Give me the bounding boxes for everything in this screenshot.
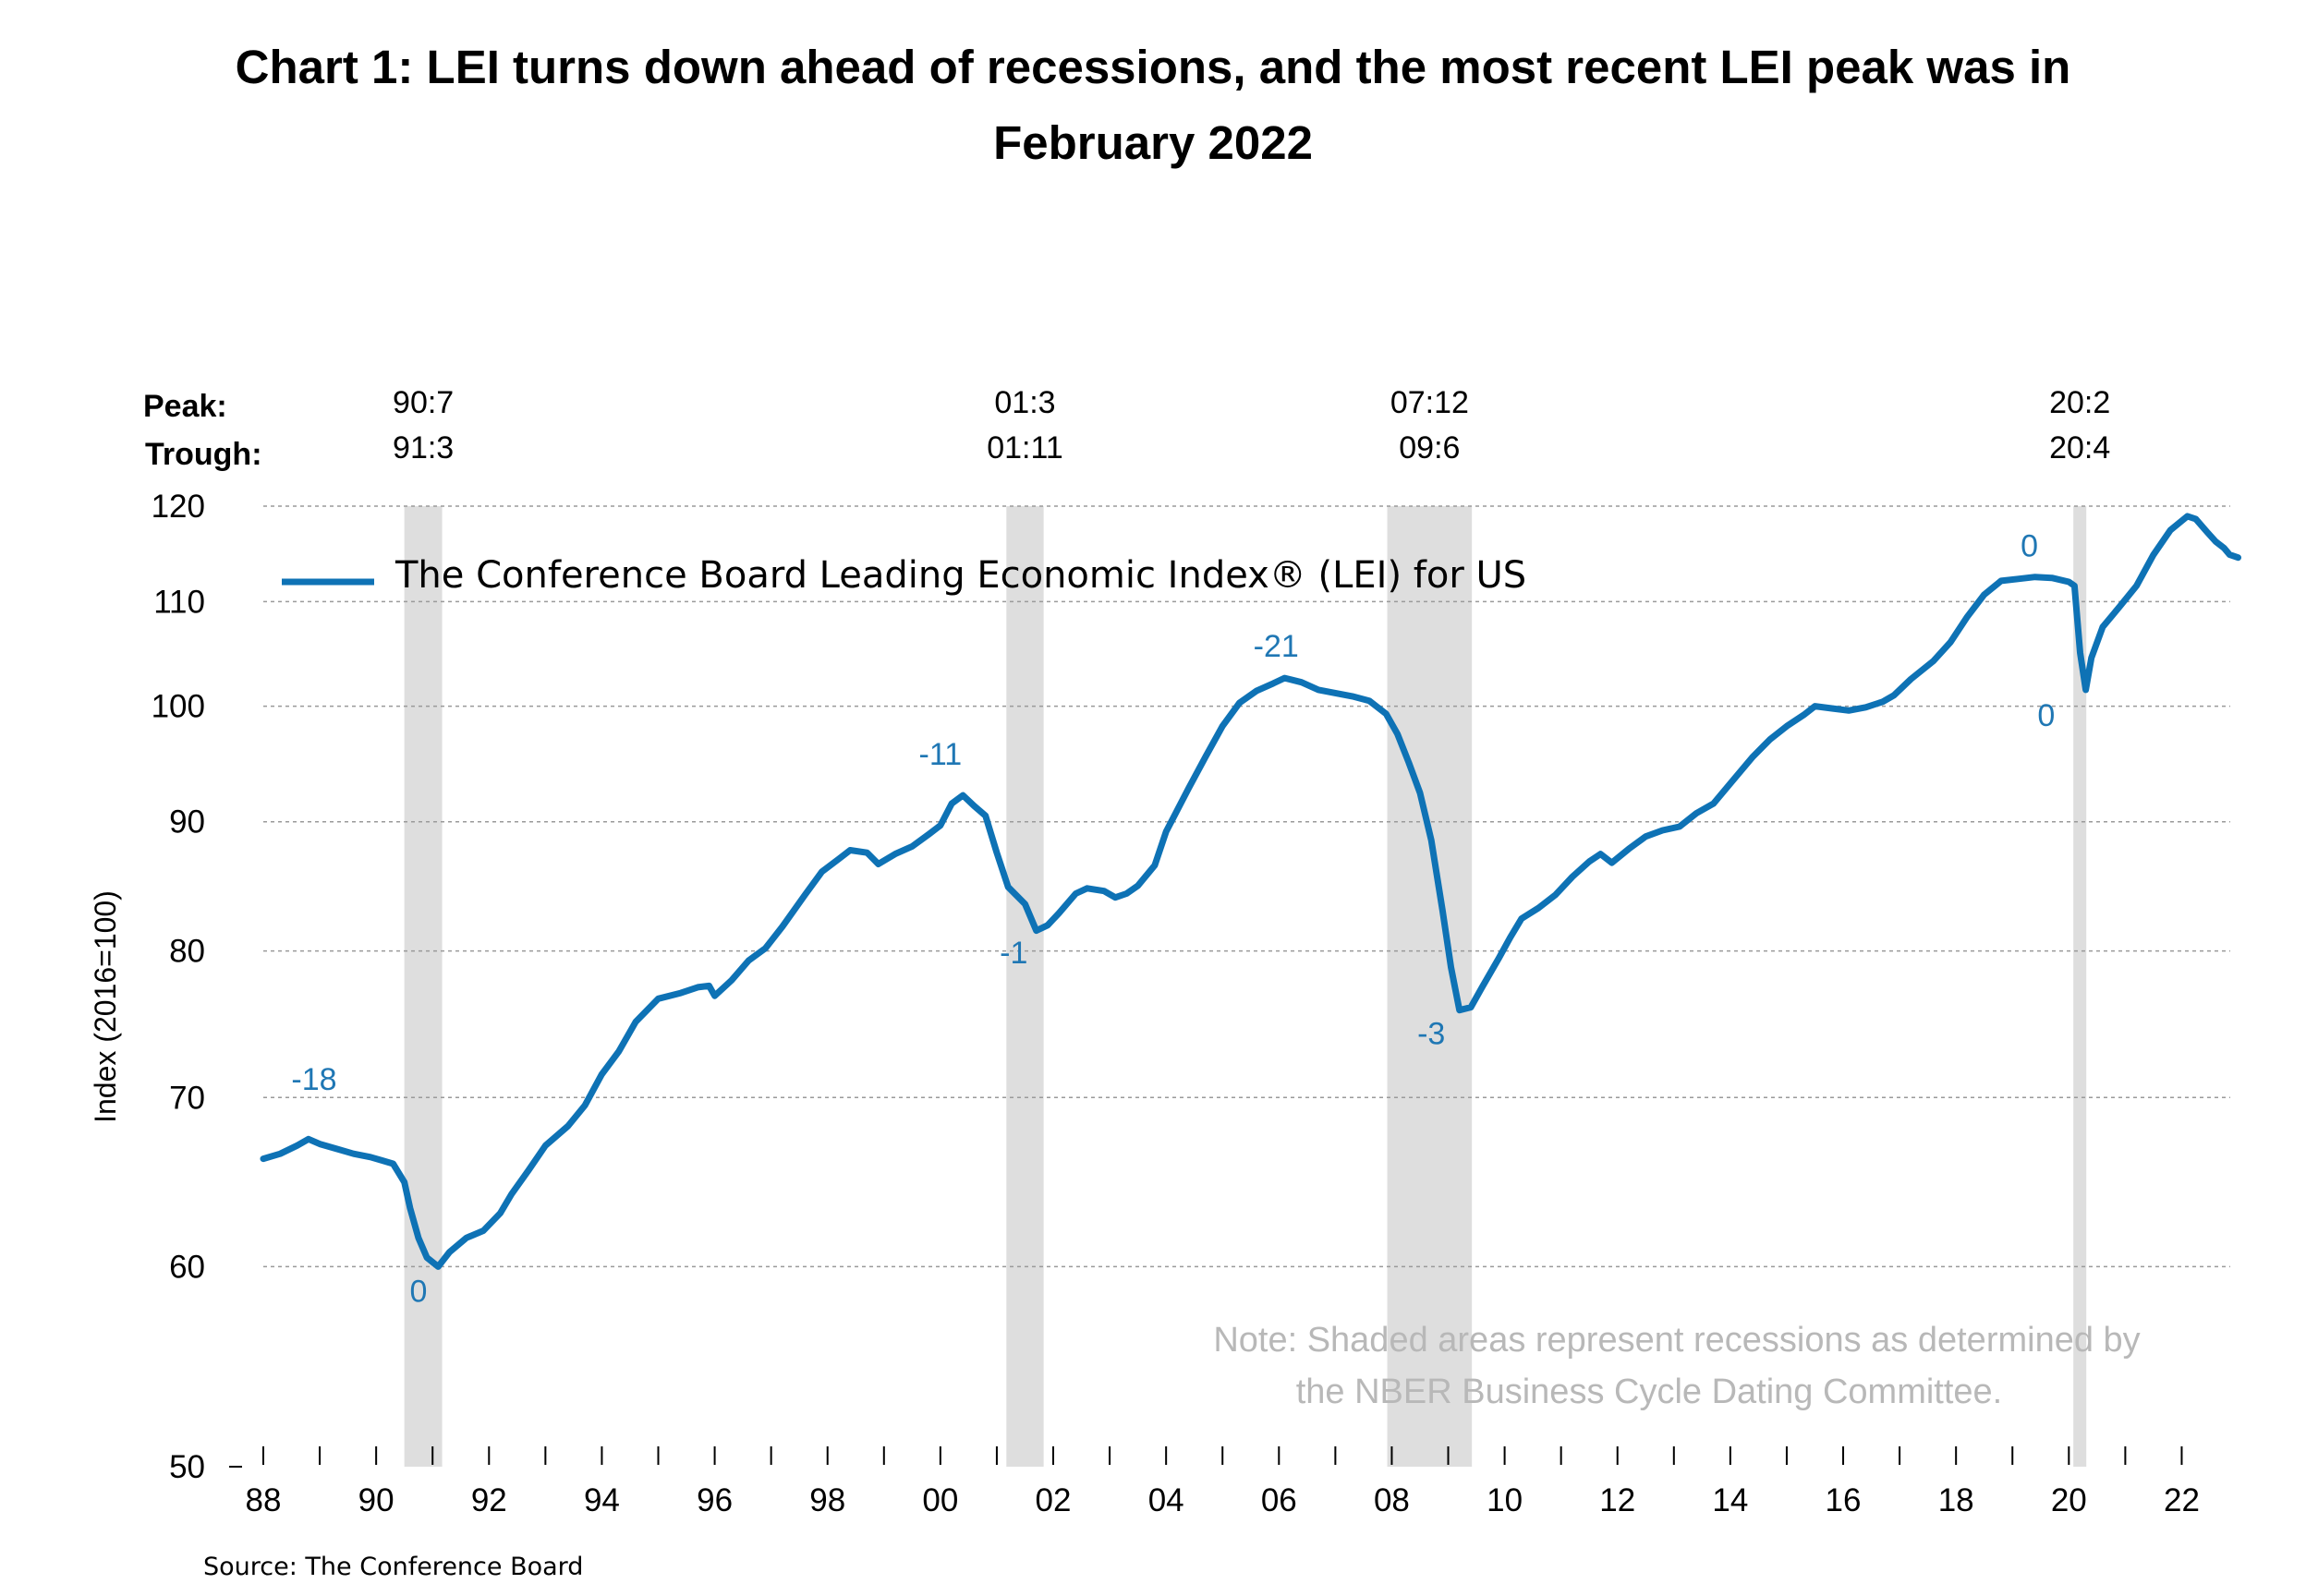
lei-series-line <box>260 513 2241 1270</box>
y-tick-label-80: 80 <box>169 934 205 970</box>
chart-title-line1: Chart 1: LEI turns down ahead of recessi… <box>236 41 2071 93</box>
x-tick-label-20: 20 <box>2051 1482 2087 1518</box>
recession-peak-date-2: 07:12 <box>1390 385 1469 420</box>
recession-band-3 <box>2073 506 2087 1467</box>
x-tick-label-02: 02 <box>1036 1482 1072 1518</box>
note-line1: Note: Shaded areas represent recessions … <box>1213 1321 2140 1360</box>
trough-header-label: Trough: <box>145 437 262 472</box>
lead-annotation-1: 0 <box>409 1275 427 1310</box>
recession-trough-date-0: 91:3 <box>393 430 454 466</box>
gridlines <box>263 505 2230 1268</box>
recession-band-0 <box>404 506 443 1467</box>
chart-title-line2: February 2022 <box>993 116 1313 169</box>
x-tick-label-96: 96 <box>697 1482 733 1518</box>
y-tick-label-120: 120 <box>152 489 205 525</box>
x-tick-label-08: 08 <box>1374 1482 1410 1518</box>
x-tick-label-14: 14 <box>1712 1482 1748 1518</box>
x-tick-label-04: 04 <box>1148 1482 1184 1518</box>
recession-peak-date-0: 90:7 <box>393 385 454 420</box>
lead-annotation-0: -18 <box>291 1062 336 1097</box>
y-tick-label-60: 60 <box>169 1249 205 1285</box>
x-tick-label-90: 90 <box>358 1482 394 1518</box>
x-tick-label-18: 18 <box>1938 1482 1974 1518</box>
source-note: Source: The Conference Board <box>203 1553 583 1581</box>
y-tick-label-90: 90 <box>169 804 205 840</box>
lead-annotation-7: 0 <box>2037 698 2055 733</box>
x-tick-label-00: 00 <box>922 1482 958 1518</box>
recession-peak-date-1: 01:3 <box>994 385 1055 420</box>
lead-annotation-2: -11 <box>919 737 963 772</box>
recession-band-1 <box>1006 506 1044 1467</box>
x-tick-label-22: 22 <box>2164 1482 2200 1518</box>
y-axis-ticks: 50 60 70 80 90 100 110 120 <box>152 489 242 1485</box>
legend: The Conference Board Leading Economic In… <box>282 554 1526 597</box>
x-tick-label-06: 06 <box>1261 1482 1297 1518</box>
y-tick-label-100: 100 <box>152 689 205 725</box>
peak-header-label: Peak: <box>143 389 227 424</box>
x-tick-label-12: 12 <box>1599 1482 1635 1518</box>
y-tick-label-70: 70 <box>169 1080 205 1116</box>
recession-note: Note: Shaded areas represent recessions … <box>1213 1321 2140 1411</box>
recession-trough-date-2: 09:6 <box>1399 430 1460 466</box>
y-tick-label-110: 110 <box>153 584 205 620</box>
note-line2: the NBER Business Cycle Dating Committee… <box>1296 1372 2003 1411</box>
lead-annotation-6: 0 <box>2021 529 2038 564</box>
y-tick-label-50: 50 <box>169 1449 205 1485</box>
x-tick-label-98: 98 <box>809 1482 845 1518</box>
x-axis: 88 90 92 94 96 98 00 02 04 06 08 10 12 14 16 18 20 22 <box>246 1446 2200 1518</box>
recession-trough-date-3: 20:4 <box>2049 430 2110 466</box>
lead-annotation-5: -3 <box>1417 1016 1445 1051</box>
lead-annotation-3: -1 <box>1000 936 1027 971</box>
x-tick-label-94: 94 <box>584 1482 620 1518</box>
legend-label: The Conference Board Leading Economic In… <box>394 554 1526 597</box>
x-tick-label-92: 92 <box>471 1482 507 1518</box>
lead-annotation-4: -21 <box>1254 629 1299 664</box>
recession-dates: 90:7 91:3 01:3 01:11 07:12 09:6 20:2 20:4 <box>393 385 2110 466</box>
recession-trough-date-1: 01:11 <box>987 430 1063 466</box>
y-axis-label: Index (2016=100) <box>89 890 122 1123</box>
lead-time-annotations: -18 0 -11 -1 -21 -3 0 0 <box>291 529 2055 1310</box>
x-tick-label-10: 10 <box>1487 1482 1523 1518</box>
x-tick-label-88: 88 <box>246 1482 282 1518</box>
x-tick-label-16: 16 <box>1826 1482 1862 1518</box>
recession-peak-date-3: 20:2 <box>2049 385 2110 420</box>
